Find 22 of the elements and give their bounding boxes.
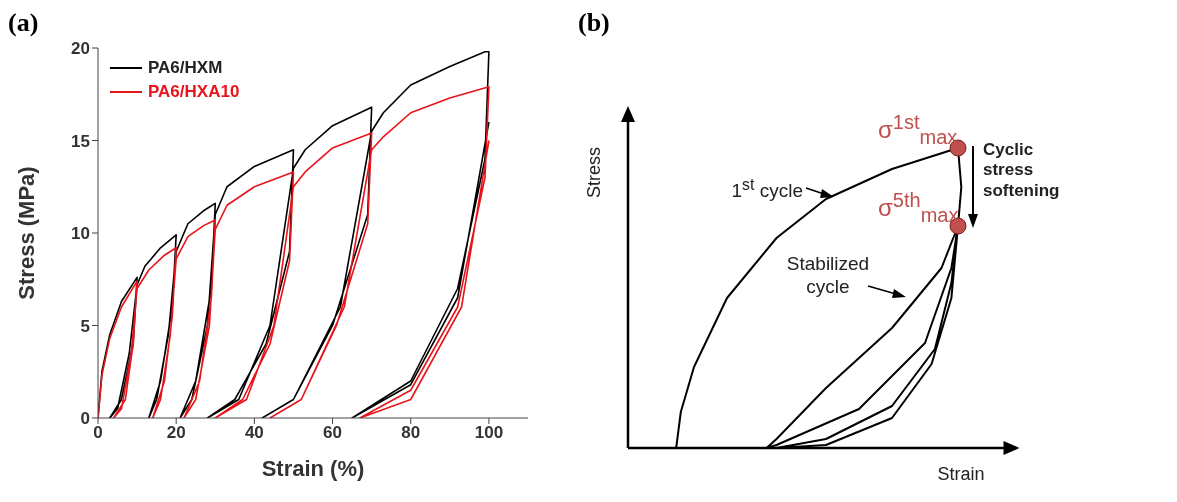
- x-tick-label: 60: [323, 423, 343, 443]
- text: Stabilized cycle: [785, 253, 871, 299]
- text: 1$^{st}$ cycle: [730, 176, 803, 204]
- y-tick-label: 5: [80, 316, 90, 336]
- x-axis-title: Strain (%): [261, 456, 365, 481]
- y-tick-label: 10: [71, 224, 90, 244]
- x-tick-label: 40: [244, 423, 264, 443]
- y-axis-title: Stress (MPa): [13, 166, 39, 300]
- text: Strain: [937, 464, 985, 485]
- y-tick-label: 15: [71, 131, 90, 151]
- x-tick-label: 20: [166, 423, 186, 443]
- text: (b): [578, 8, 610, 38]
- x-tick-label: 0: [93, 423, 103, 443]
- y-tick-label: 0: [80, 409, 90, 429]
- x-tick-label: 100: [474, 423, 504, 443]
- text: Stress: [584, 146, 605, 198]
- y-tick-label: 20: [71, 39, 90, 59]
- legend-label: PA6/HXM: [148, 58, 223, 78]
- legend-label: PA6/HXA10: [148, 82, 240, 102]
- text: Cyclic stress softening: [983, 140, 1061, 202]
- chart-title: (a): [8, 8, 39, 38]
- x-tick-label: 80: [401, 423, 421, 443]
